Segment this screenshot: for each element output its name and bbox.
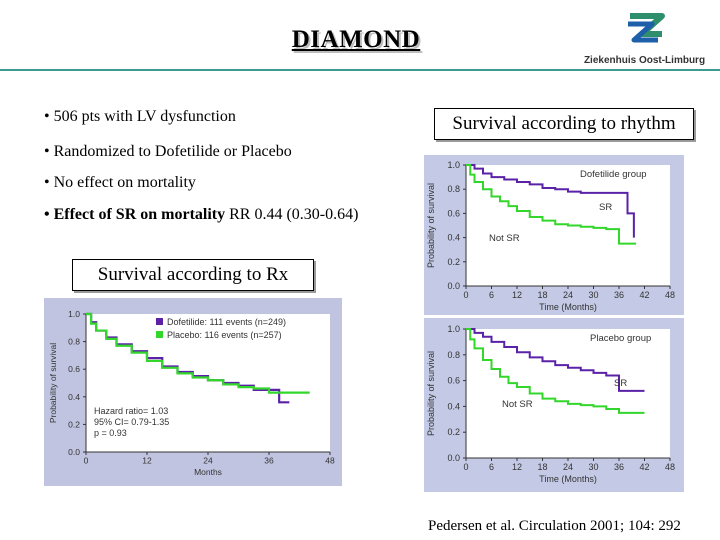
- plc-chart-x-axis-label: Time (Months): [539, 474, 597, 484]
- plc-chart-y-tick-label: 0.8: [447, 350, 460, 360]
- plc-chart-x-tick-label: 48: [665, 462, 675, 472]
- header-rule: [0, 69, 720, 71]
- plc-chart-y-tick-label: 0.6: [447, 376, 460, 386]
- rx-chart-x-axis-label: Months: [194, 467, 222, 477]
- bullet-randomized: • Randomized to Dofetilide or Placebo: [44, 143, 292, 160]
- dof-chart-series-line-1: [466, 164, 636, 245]
- plc-chart-series-line-0: [466, 328, 645, 392]
- dof-chart-y-tick-label: 0.0: [447, 281, 460, 291]
- rx-chart-y-tick-label: 0.2: [68, 419, 80, 429]
- plc-sr-label: SR: [614, 378, 627, 389]
- rx-legend-swatch-1: [156, 331, 163, 338]
- dof-sr-label: SR: [599, 202, 612, 213]
- dof-chart-y-tick-label: 0.2: [447, 257, 460, 267]
- dof-chart-series-line-0: [466, 164, 635, 238]
- plc-chart-x-tick-label: 6: [489, 462, 494, 472]
- bullet-sr-effect-rest: RR 0.44 (0.30-0.64): [225, 206, 359, 223]
- rx-stats-annotation: 95% CI= 0.79-1.35: [94, 417, 169, 427]
- dof-group-label: Dofetilide group: [580, 169, 647, 180]
- dof-chart-x-tick-label: 42: [639, 290, 649, 300]
- rx-stats-annotation: p = 0.93: [94, 428, 127, 438]
- bullet-sr-effect: • Effect of SR on mortality RR 0.44 (0.3…: [44, 206, 358, 224]
- dof-chart-x-tick-label: 18: [537, 290, 547, 300]
- dof-chart-x-tick-label: 30: [588, 290, 598, 300]
- dof-chart-y-tick-label: 0.4: [447, 233, 460, 243]
- dof-chart-x-tick-label: 12: [512, 290, 522, 300]
- bullet-no-effect: • No effect on mortality: [44, 174, 196, 191]
- rx-chart-x-tick-label: 48: [325, 456, 335, 466]
- rx-chart-x-tick-label: 12: [142, 456, 152, 466]
- rx-legend-swatch-0: [156, 318, 163, 325]
- bullet-sr-effect-bold: • Effect of SR on mortality: [44, 206, 226, 223]
- plc-chart-x-tick-label: 30: [588, 462, 598, 472]
- dof-chart-y-tick-label: 0.6: [447, 208, 460, 218]
- rx-chart-y-tick-label: 0.8: [68, 337, 80, 347]
- plc-chart-y-axis-label: Probability of survival: [426, 351, 436, 436]
- dof-chart-y-tick-label: 1.0: [447, 160, 460, 170]
- plc-chart-y-tick-label: 1.0: [447, 324, 460, 334]
- rx-chart-y-tick-label: 0.0: [68, 447, 80, 457]
- rx-chart-y-tick-label: 0.4: [68, 392, 80, 402]
- chart-survival-rx: 0.0 0.2 0.4 0.6 0.8 1.0 0 12 24 36 48 Months Probabi…: [44, 298, 342, 486]
- dof-chart-x-axis-label: Time (Months): [539, 302, 597, 312]
- rx-chart-series-line-1: [86, 312, 310, 394]
- rx-chart-plot-area: [86, 314, 330, 452]
- label-survival-rx: Survival according to Rx: [72, 259, 314, 291]
- plc-chart-plot-area: [466, 329, 670, 458]
- plc-chart-x-tick-label: 12: [512, 462, 522, 472]
- plc-notsr-label: Not SR: [502, 399, 533, 410]
- bullet-patients: • 506 pts with LV dysfunction: [44, 108, 236, 125]
- plc-chart-x-tick-label: 36: [614, 462, 624, 472]
- chart-placebo-panel: 0.0 0.2 0.4 0.6 0.8 1.0 0 6 12 18 24 30 36 42 48 Time (…: [424, 318, 684, 492]
- rx-legend-label-1: Placebo: 116 events (n=257): [167, 330, 282, 340]
- logo-text: Ziekenhuis Oost-Limburg: [583, 55, 706, 66]
- plc-chart-series-line-1: [466, 328, 645, 414]
- chart-rx-panel: 0.0 0.2 0.4 0.6 0.8 1.0 0 12 24 36 48 Months Probabi…: [44, 298, 342, 486]
- plc-chart-y-tick-label: 0.0: [447, 453, 460, 463]
- plc-chart-y-tick-label: 0.2: [447, 427, 460, 437]
- rx-legend-label-0: Dofetilide: 111 events (n=249): [167, 317, 286, 327]
- plc-chart-x-tick-label: 18: [537, 462, 547, 472]
- label-survival-rhythm: Survival according to rhythm: [434, 108, 694, 140]
- rx-chart-x-tick-label: 36: [264, 456, 274, 466]
- dof-chart-x-tick-label: 48: [665, 290, 675, 300]
- rx-chart-x-tick-label: 0: [84, 456, 89, 466]
- chart-dofetilide-group: 0.0 0.2 0.4 0.6 0.8 1.0 0 6 12 18 24 30 36 42 48 Time (…: [424, 155, 684, 315]
- dof-chart-x-tick-label: 36: [614, 290, 624, 300]
- plc-chart-y-tick-label: 0.4: [447, 401, 460, 411]
- dof-chart-x-tick-label: 24: [563, 290, 573, 300]
- dof-chart-y-axis-label: Probability of survival: [426, 183, 436, 268]
- citation: Pedersen et al. Circulation 2001; 104: 2…: [428, 518, 681, 534]
- rx-chart-y-tick-label: 1.0: [68, 309, 80, 319]
- rx-chart-y-tick-label: 0.6: [68, 364, 80, 374]
- chart-placebo-group: 0.0 0.2 0.4 0.6 0.8 1.0 0 6 12 18 24 30 36 42 48 Time (…: [424, 318, 684, 492]
- plc-chart-x-tick-label: 24: [563, 462, 573, 472]
- dof-chart-x-tick-label: 0: [463, 290, 468, 300]
- rx-chart-x-tick-label: 24: [203, 456, 213, 466]
- plc-group-label: Placebo group: [590, 333, 651, 344]
- dof-chart-x-tick-label: 6: [489, 290, 494, 300]
- chart-dofetilide-panel: 0.0 0.2 0.4 0.6 0.8 1.0 0 6 12 18 24 30 36 42 48 Time (…: [424, 155, 684, 315]
- dof-chart-y-tick-label: 0.8: [447, 184, 460, 194]
- plc-chart-x-tick-label: 42: [639, 462, 649, 472]
- dof-notsr-label: Not SR: [489, 233, 520, 244]
- rx-chart-y-axis-label: Probability of survival: [48, 343, 58, 423]
- hospital-logo: [628, 13, 665, 43]
- rx-stats-annotation: Hazard ratio= 1.03: [94, 406, 168, 416]
- slide-title: DIAMOND: [291, 26, 421, 53]
- plc-chart-x-tick-label: 0: [463, 462, 468, 472]
